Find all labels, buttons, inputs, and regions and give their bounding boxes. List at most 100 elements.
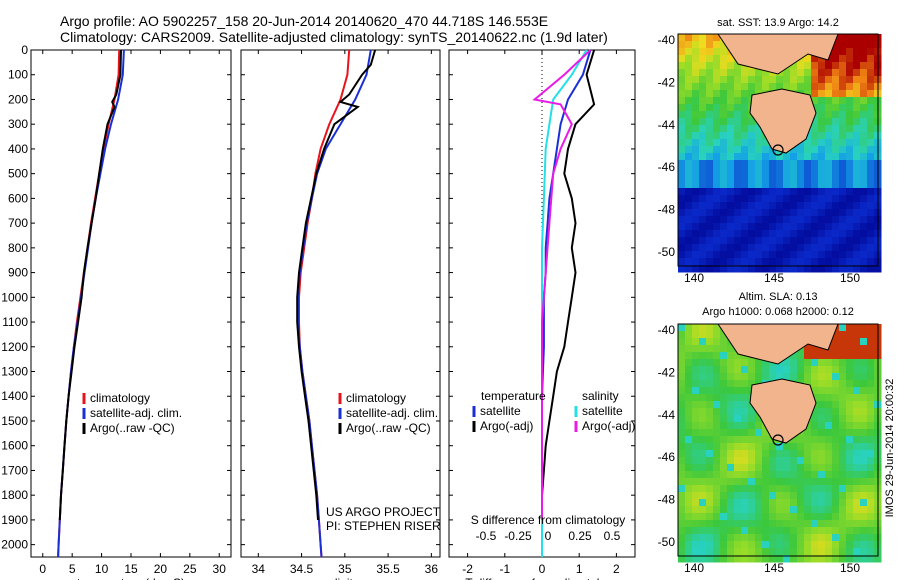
- map-cell: [811, 457, 819, 465]
- map-cell: [678, 408, 686, 416]
- map-cell: [685, 471, 693, 479]
- map-cell: [678, 195, 686, 203]
- map-cell: [825, 111, 833, 119]
- map-cell: [678, 55, 686, 63]
- map-cell: [692, 422, 700, 430]
- map-cell: [713, 380, 721, 388]
- map-cell: [832, 76, 840, 84]
- map-cell: [762, 230, 770, 238]
- map-cell: [839, 62, 847, 70]
- map-cell: [727, 464, 735, 472]
- map-cell: [762, 146, 770, 154]
- map-cell: [769, 244, 777, 252]
- map-cell: [769, 202, 777, 210]
- map-cell: [839, 90, 847, 98]
- map-cell: [720, 408, 728, 416]
- map-cell: [762, 76, 770, 84]
- map-cell: [853, 366, 861, 374]
- map-cell: [699, 380, 707, 388]
- map-cell: [853, 373, 861, 381]
- x-tick-label: 0: [539, 562, 546, 576]
- map-cell: [685, 125, 693, 133]
- map-cell: [699, 230, 707, 238]
- map-cell: [853, 118, 861, 126]
- map-cell: [818, 251, 826, 259]
- map-cell: [727, 90, 735, 98]
- map-cell: [692, 69, 700, 77]
- map-cell: [846, 443, 854, 451]
- map-cell: [867, 366, 875, 374]
- map-cell: [755, 160, 763, 168]
- map-cell: [804, 541, 812, 549]
- map-cell: [804, 202, 812, 210]
- map-cell: [846, 125, 854, 133]
- map-cell: [692, 195, 700, 203]
- map-cell: [797, 62, 805, 70]
- map-cell: [692, 188, 700, 196]
- map-cell: [860, 471, 868, 479]
- map-cell: [685, 265, 693, 273]
- x-tick-label: 10: [95, 562, 109, 576]
- map-cell: [811, 534, 819, 542]
- map-cell: [685, 188, 693, 196]
- map-cell: [811, 90, 819, 98]
- map-cell: [685, 359, 693, 367]
- map-cell: [713, 415, 721, 423]
- map-cell: [734, 429, 742, 437]
- map-cell: [734, 443, 742, 451]
- map-cell: [769, 258, 777, 266]
- map-cell: [755, 125, 763, 133]
- map-cell: [678, 83, 686, 91]
- map-cell: [678, 499, 686, 507]
- map-cell: [839, 216, 847, 224]
- map-cell: [734, 373, 742, 381]
- map-cell: [867, 258, 875, 266]
- map-cell: [832, 62, 840, 70]
- map-cell: [825, 139, 833, 147]
- map-cell: [706, 457, 714, 465]
- map-cell: [692, 216, 700, 224]
- map-cell: [804, 146, 812, 154]
- map-cell: [790, 506, 798, 514]
- map-cell: [762, 244, 770, 252]
- map-cell: [776, 499, 784, 507]
- map-cell: [853, 55, 861, 63]
- map-cell: [762, 492, 770, 500]
- map-cell: [748, 139, 756, 147]
- map-y-tick-label: -48: [658, 493, 676, 507]
- map-cell: [720, 265, 728, 273]
- top-tick-label: -0.5: [476, 529, 497, 543]
- map-cell: [860, 181, 868, 189]
- map-cell: [741, 251, 749, 259]
- map-cell: [699, 387, 707, 395]
- map-cell: [832, 443, 840, 451]
- map-cell: [846, 153, 854, 161]
- map-cell: [720, 216, 728, 224]
- map-cell: [692, 443, 700, 451]
- map-cell: [867, 457, 875, 465]
- map-cell: [804, 520, 812, 528]
- map-cell: [853, 132, 861, 140]
- map-cell: [853, 146, 861, 154]
- map-cell: [713, 499, 721, 507]
- map-cell: [692, 90, 700, 98]
- map-cell: [832, 146, 840, 154]
- map-cell: [678, 359, 686, 367]
- map-cell: [727, 125, 735, 133]
- map-cell: [853, 188, 861, 196]
- map-cell: [713, 62, 721, 70]
- x-axis-label: salinity: [322, 576, 359, 580]
- map-cell: [853, 111, 861, 119]
- map-cell: [706, 174, 714, 182]
- map-cell: [706, 394, 714, 402]
- map-cell: [818, 520, 826, 528]
- map-cell: [783, 237, 791, 245]
- map-cell: [706, 55, 714, 63]
- map-cell: [727, 181, 735, 189]
- map-cell: [853, 48, 861, 56]
- map-cell: [860, 125, 868, 133]
- map-cell: [797, 548, 805, 556]
- map-cell: [846, 146, 854, 154]
- map-cell: [699, 55, 707, 63]
